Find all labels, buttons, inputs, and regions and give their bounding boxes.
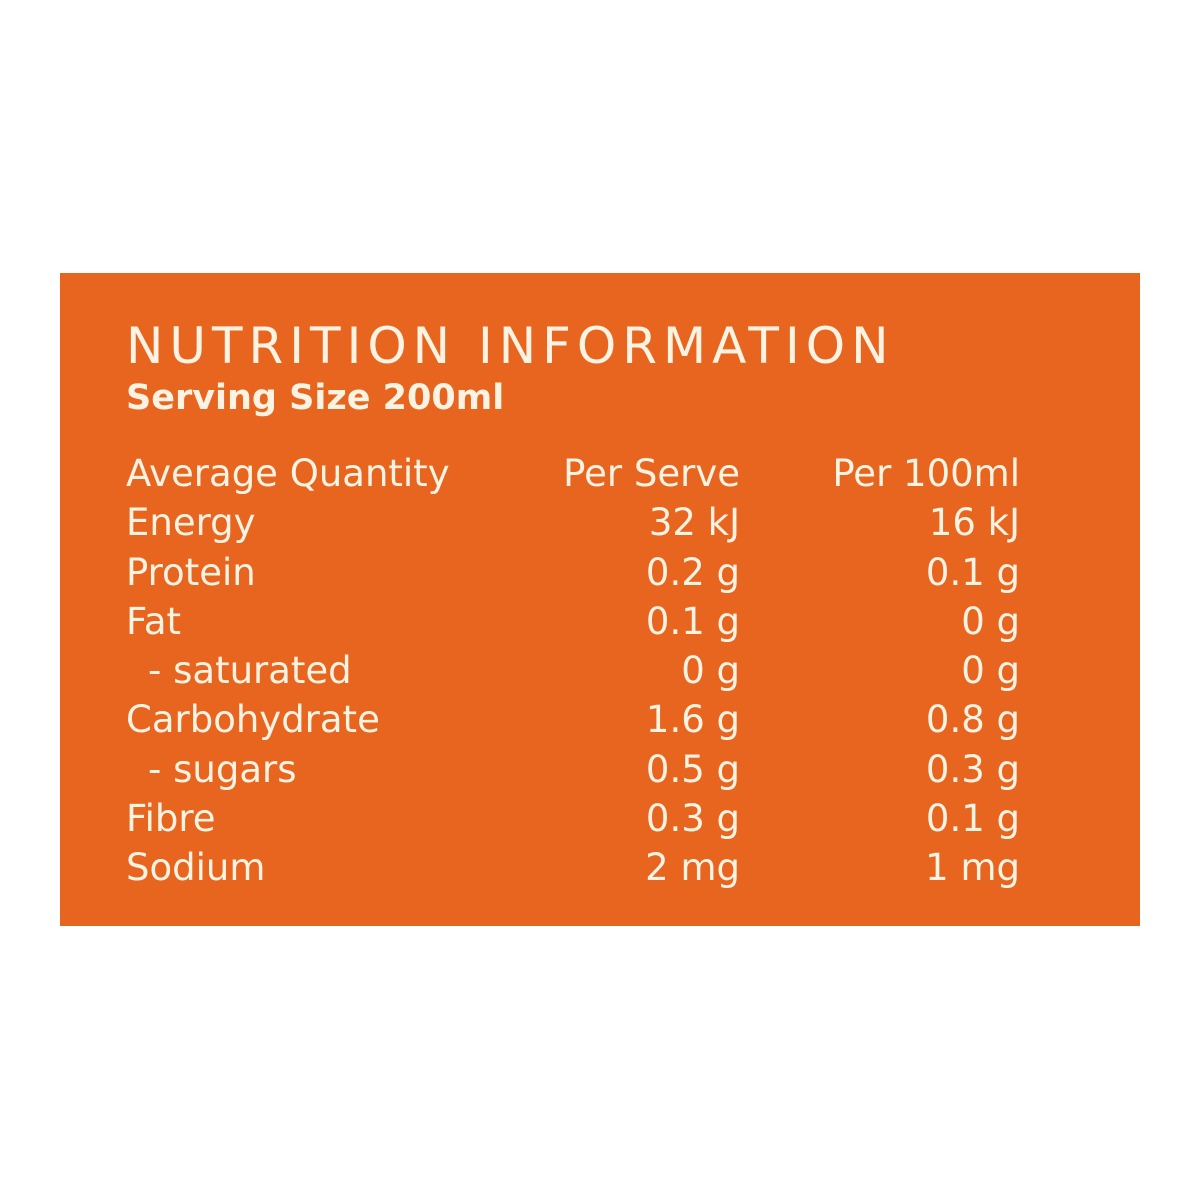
per-100ml-value: 16 kJ [928,501,1020,545]
serving-size: Serving Size 200ml [126,378,505,418]
nutrient-name: Sodium [126,846,266,890]
table-row: Fibre 0.3 g 0.1 g [126,794,1026,843]
per-serve-value: 2 mg [645,846,740,890]
nutrient-name: Energy [126,501,256,545]
table-row: Energy 32 kJ 16 kJ [126,498,1026,547]
per-serve-value: 0 g [681,649,740,693]
nutrient-name: - saturated [148,649,352,693]
nutrient-name: Fat [126,599,182,643]
per-100ml-value: 0.1 g [925,550,1020,594]
nutrient-name: - sugars [148,747,297,791]
per-100ml-value: 0 g [961,649,1020,693]
header-per-serve: Per Serve [563,452,740,495]
panel-title: NUTRITION INFORMATION [126,317,895,375]
per-serve-value: 1.6 g [645,698,740,742]
table-row: - saturated 0 g 0 g [126,646,1026,695]
table-row: - sugars 0.5 g 0.3 g [126,745,1026,794]
table-row: Protein 0.2 g 0.1 g [126,548,1026,597]
table-row: Sodium 2 mg 1 mg [126,843,1026,892]
nutrient-name: Protein [126,550,256,594]
per-serve-value: 0.3 g [645,797,740,841]
header-per-100ml: Per 100ml [832,452,1020,495]
nutrition-table: Average Quantity Per Serve Per 100ml Ene… [126,449,1026,893]
table-row: Carbohydrate 1.6 g 0.8 g [126,695,1026,744]
table-header: Average Quantity Per Serve Per 100ml [126,449,1026,498]
per-serve-value: 0.5 g [645,747,740,791]
per-serve-value: 32 kJ [648,501,740,545]
per-100ml-value: 0 g [961,599,1020,643]
per-100ml-value: 0.3 g [925,747,1020,791]
nutrient-name: Carbohydrate [126,698,380,742]
nutrition-panel: NUTRITION INFORMATION Serving Size 200ml… [60,273,1140,926]
per-serve-value: 0.1 g [645,599,740,643]
nutrient-name: Fibre [126,797,216,841]
header-quantity: Average Quantity [126,452,450,495]
per-serve-value: 0.2 g [645,550,740,594]
table-row: Fat 0.1 g 0 g [126,597,1026,646]
per-100ml-value: 1 mg [925,846,1020,890]
per-100ml-value: 0.1 g [925,797,1020,841]
per-100ml-value: 0.8 g [925,698,1020,742]
